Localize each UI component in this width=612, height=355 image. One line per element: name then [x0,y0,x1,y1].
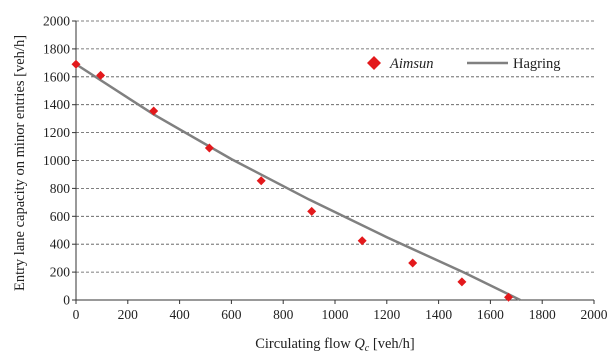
grid-lines [76,20,594,273]
x-tick-label: 1200 [373,307,400,322]
legend-label-aimsun: Aimsun [389,56,434,72]
x-tick-label: 600 [221,307,242,322]
data-point-aimsun [307,206,317,216]
data-point-aimsun [71,59,81,69]
legend: Aimsun Hagring [367,56,561,72]
x-tick-label: 800 [273,307,294,322]
y-tick-label: 1600 [43,69,70,84]
data-point-aimsun [408,258,418,268]
x-tick-label: 400 [169,307,190,322]
x-tick-label: 1000 [322,307,349,322]
y-tick-label: 400 [50,237,71,252]
y-tick-label: 0 [63,293,70,308]
y-tick-label: 1400 [43,97,70,112]
y-tick-label: 600 [50,209,71,224]
data-point-aimsun [96,70,106,80]
x-tick-label: 0 [73,307,80,322]
y-tick-label: 800 [50,181,71,196]
x-tick-label: 200 [118,307,139,322]
y-tick-label: 1000 [43,153,70,168]
series-line-hagring [75,63,521,302]
data-point-aimsun [256,176,266,186]
legend-label-hagring: Hagring [513,56,561,72]
x-tick-label: 2000 [581,307,608,322]
x-tick-label: 1800 [529,307,556,322]
y-tick-label: 1800 [43,41,70,56]
legend-marker-aimsun [367,56,381,70]
y-tick-labels: 0 200 400 600 800 1000 1200 1400 1600 1800 2000 [43,14,70,308]
data-point-aimsun [504,292,514,302]
data-point-aimsun [149,106,159,116]
y-tick-label: 1200 [43,125,70,140]
y-tick-label: 2000 [43,14,70,29]
x-tick-label: 1600 [477,307,504,322]
y-axis-label: Entry lane capacity on minor entries [ve… [12,35,28,291]
data-point-aimsun [204,143,214,153]
data-point-aimsun [357,236,367,246]
data-point-aimsun [457,277,467,287]
x-tick-labels: 0 200 400 600 800 1000 1200 1400 1600 1800 2000 [73,307,608,322]
series [71,59,521,302]
x-axis-label: Circulating flow Qc [veh/h] [255,336,415,354]
x-tick-label: 1400 [425,307,452,322]
y-tick-label: 200 [50,265,71,280]
